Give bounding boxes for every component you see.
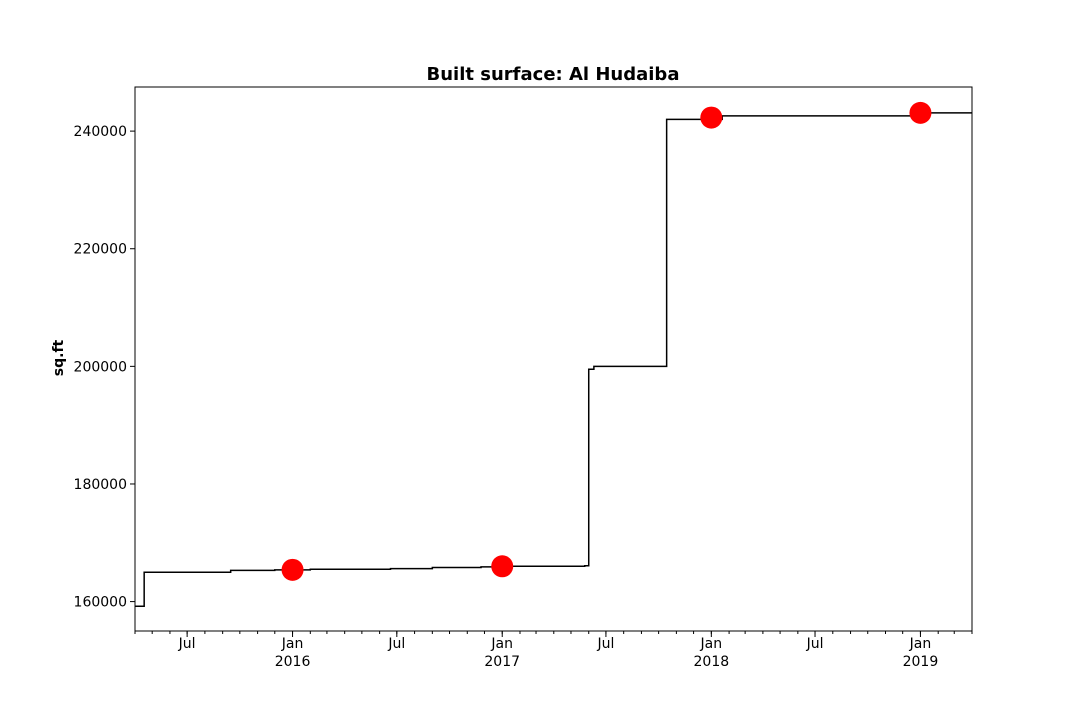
x-tick-label: Jul: [596, 636, 614, 652]
data-point-marker: [281, 558, 304, 581]
x-tick-label: Jan: [281, 636, 304, 652]
axes-frame: [134, 86, 973, 632]
x-tick-label: Jul: [806, 636, 824, 652]
y-tick-label: 220000: [74, 242, 127, 258]
chart-title: Built surface: Al Hudaiba: [427, 64, 680, 85]
y-tick-label: 240000: [74, 124, 127, 140]
x-tick-label: Jan: [909, 636, 932, 652]
data-point-marker: [909, 101, 932, 124]
data-point-marker: [700, 106, 723, 129]
x-tick-label: Jan: [700, 636, 723, 652]
y-tick-label: 180000: [74, 477, 127, 493]
series-line: [135, 112, 972, 608]
x-tick-year-label: 2016: [275, 654, 311, 670]
x-tick-year-label: 2018: [694, 654, 730, 670]
x-tick-label: Jul: [178, 636, 196, 652]
x-tick-year-label: 2017: [484, 654, 520, 670]
y-tick-label: 200000: [74, 359, 127, 375]
x-tick-year-label: 2019: [903, 654, 939, 670]
x-tick-label: Jan: [490, 636, 513, 652]
x-tick-label: Jul: [387, 636, 405, 652]
plot-area: 160000 180000 200000 220000 240000 Jul Jan 2016…: [74, 101, 973, 670]
data-point-marker: [491, 555, 514, 578]
y-tick-label: 160000: [74, 595, 127, 611]
y-axis-label: sq.ft: [51, 339, 67, 376]
